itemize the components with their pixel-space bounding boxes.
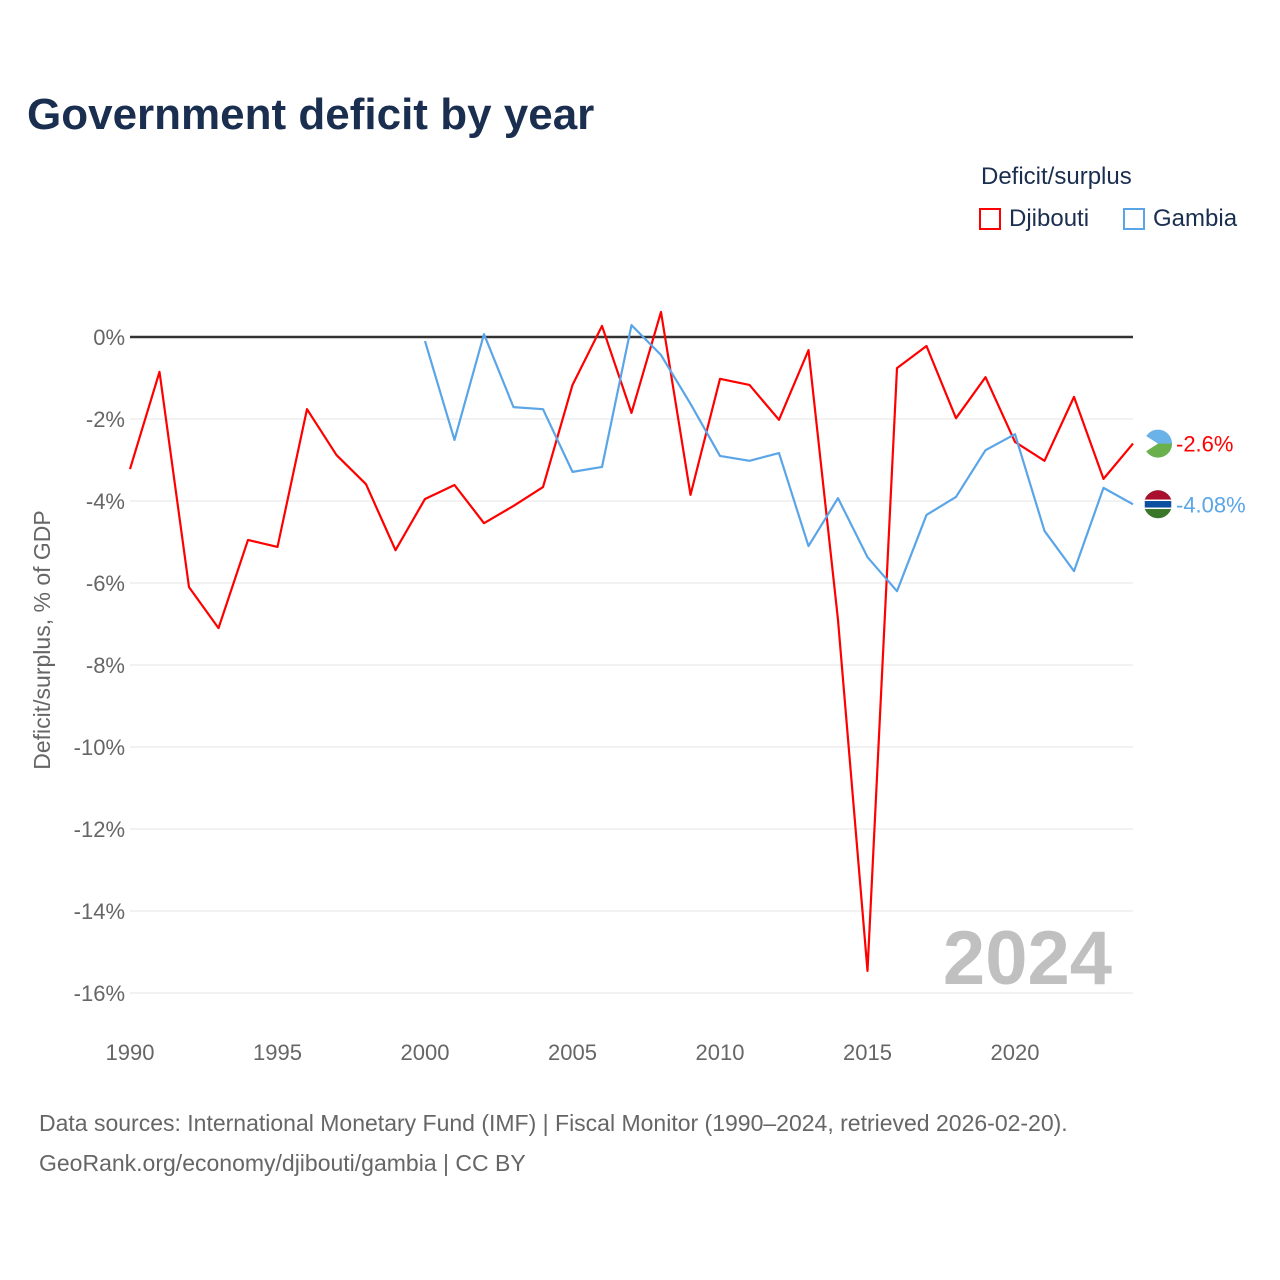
legend-label: Djibouti [1009,205,1090,232]
x-tick-label: 1995 [253,1040,302,1065]
x-tick-label: 2010 [696,1040,745,1065]
y-tick-label: 0% [93,325,125,350]
y-tick-label: -2% [86,407,125,432]
y-tick-label: -6% [86,571,125,596]
source-url: GeoRank.org/economy/djibouti/gambia | CC… [39,1150,526,1176]
legend-swatch [1123,208,1145,230]
flag-part [1144,434,1158,453]
x-tick-label: 2000 [401,1040,450,1065]
y-axis-label: Deficit/surplus, % of GDP [29,510,55,769]
x-tick-label: 2015 [843,1040,892,1065]
series-line-djibouti [128,310,1134,972]
flag-part [1143,499,1173,510]
source-text: Data sources: International Monetary Fun… [39,1110,1068,1136]
legend-item-djibouti[interactable]: Djibouti [979,205,1089,233]
legend-title: Deficit/surplus [981,163,1132,190]
y-tick-label: -16% [74,981,125,1006]
legend-swatch [979,208,1001,230]
end-value-label: -4.08% [1176,492,1246,517]
x-tick-label: 2005 [548,1040,597,1065]
x-tick-label: 1990 [106,1040,155,1065]
series-line-gambia [423,324,1134,593]
end-value-label: -2.6% [1176,432,1233,457]
legend-label: Gambia [1153,205,1238,232]
y-tick-label: -8% [86,653,125,678]
legend-item-gambia[interactable]: Gambia [1123,205,1237,233]
y-tick-label: -12% [74,817,125,842]
y-tick-label: -4% [86,489,125,514]
chart-title: Government deficit by year [27,90,595,139]
year-watermark: 2024 [943,916,1112,1001]
y-tick-label: -10% [74,735,125,760]
x-tick-label: 2020 [991,1040,1040,1065]
y-tick-label: -14% [74,899,125,924]
